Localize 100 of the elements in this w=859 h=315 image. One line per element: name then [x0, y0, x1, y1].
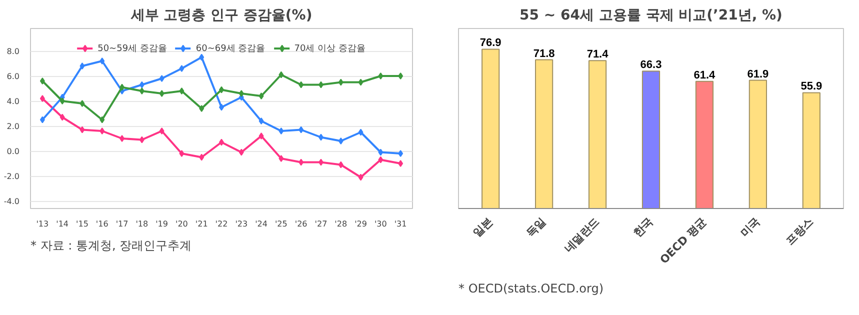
point [139, 88, 144, 94]
point [100, 128, 105, 134]
x-tick-label: '22 [215, 220, 228, 228]
point [60, 98, 65, 104]
point [398, 150, 404, 157]
y-tick-label: 2.0 [6, 122, 20, 131]
bar [802, 92, 820, 208]
x-tick-label: '27 [314, 220, 328, 228]
x-tick-label: '28 [334, 220, 348, 228]
legend-label: 60~69세 증감율 [196, 42, 266, 54]
point [318, 158, 324, 166]
point [120, 135, 125, 142]
y-tick-label: 0.0 [6, 147, 20, 156]
x-tick-label: '29 [354, 220, 367, 228]
y-tick-label: -2.0 [4, 172, 20, 181]
text: * 자료 : 통계청, 장래인구추계 [30, 238, 192, 252]
data-label: 76.9 [480, 37, 502, 50]
point [60, 114, 65, 121]
legend-label: 50~59세 증감율 [98, 42, 167, 54]
point [358, 128, 364, 136]
point [278, 155, 284, 162]
point [40, 116, 45, 124]
bar [588, 60, 607, 208]
point [199, 154, 204, 161]
point [159, 90, 164, 97]
x-tick-label: '31 [394, 220, 407, 228]
point [358, 78, 364, 86]
bar [695, 80, 714, 208]
text: * OECD(stats.OECD.org) [458, 282, 604, 296]
point [398, 72, 404, 80]
data-label: 61.9 [747, 68, 769, 80]
point [358, 174, 364, 181]
point [238, 90, 244, 97]
point [398, 160, 404, 167]
x-tick-label: '30 [374, 220, 387, 228]
x-tick-label: '17 [116, 220, 128, 228]
bar [482, 48, 500, 208]
x-tick-label: '24 [255, 220, 268, 228]
point [159, 75, 164, 82]
point [338, 138, 344, 144]
point [278, 71, 284, 78]
x-tick-label: '25 [275, 220, 288, 228]
point [199, 54, 204, 61]
chart-title: 55 ~ 64세 고용률 국제 비교(’21년, %) [520, 8, 782, 24]
point [80, 62, 85, 70]
bar [642, 70, 660, 208]
point [338, 78, 344, 86]
x-tick-label: '18 [136, 220, 148, 228]
y-tick-label: 6.0 [6, 72, 20, 81]
y-tick-label: 8.0 [6, 47, 20, 56]
x-tick-label: '16 [96, 220, 108, 228]
point [298, 158, 304, 166]
point [80, 126, 85, 134]
point [179, 150, 184, 157]
bar [748, 80, 767, 208]
data-label: 71.4 [586, 48, 610, 61]
point [40, 78, 45, 84]
point [378, 72, 384, 80]
x-tick-label: '19 [156, 220, 168, 228]
point [139, 81, 144, 88]
point [120, 84, 125, 91]
point [258, 118, 264, 124]
x-tick-label: '13 [36, 220, 49, 228]
point [378, 156, 384, 164]
data-label: 55.9 [800, 80, 822, 93]
point [139, 136, 144, 144]
x-tick-label: 미국 [738, 214, 763, 240]
x-tick-label: '21 [195, 220, 208, 228]
point [278, 128, 284, 134]
point [318, 134, 324, 141]
y-tick-label: 4.0 [6, 97, 20, 106]
data-label: 61.4 [694, 69, 716, 82]
point [298, 81, 304, 88]
point [258, 92, 264, 100]
point [179, 88, 184, 94]
point [199, 105, 204, 112]
x-tick-label: 일본 [470, 214, 496, 240]
point [298, 126, 304, 134]
x-tick-label: 독일 [524, 214, 549, 240]
x-tick-label: '23 [235, 220, 248, 228]
x-tick-label: '26 [294, 220, 308, 228]
bar [535, 59, 554, 208]
y-tick-label: -4.0 [4, 197, 20, 206]
legend-label: 70세 이상 증감율 [294, 42, 366, 54]
point [100, 116, 105, 124]
point [338, 161, 344, 168]
data-label: 71.8 [533, 48, 555, 60]
x-tick-label: '14 [56, 220, 69, 228]
point [80, 100, 85, 107]
point [159, 128, 164, 134]
point [318, 81, 324, 88]
x-tick-label: '20 [176, 220, 188, 228]
point [258, 132, 264, 140]
data-label: 66.3 [640, 59, 662, 72]
point [238, 148, 244, 156]
x-tick-label: 한국 [630, 214, 656, 240]
point [40, 95, 45, 102]
chart-title: 세부 고령층 인구 증감율(%) [130, 8, 312, 24]
point [378, 148, 384, 156]
x-tick-label: '15 [76, 220, 88, 228]
